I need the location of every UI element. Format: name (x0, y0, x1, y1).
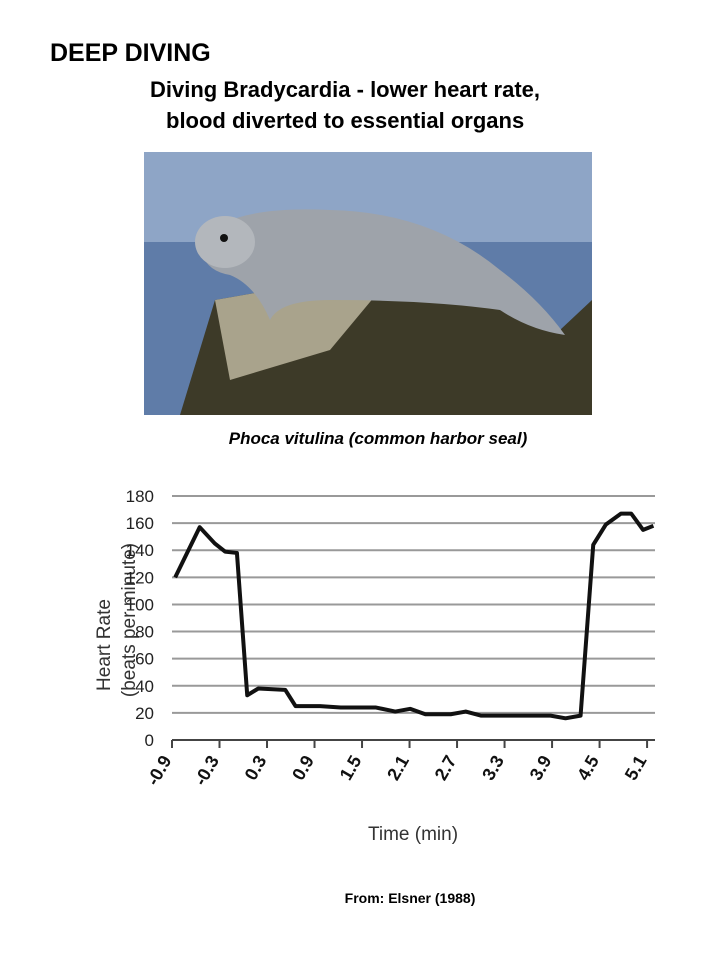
seal-photo (144, 152, 592, 415)
title: DEEP DIVING (50, 39, 211, 67)
y-tick-label: 180 (126, 487, 154, 506)
subtitle-line: blood diverted to essential organs (166, 108, 524, 133)
y-tick-label: 140 (126, 541, 154, 560)
y-axis-label: (beats per minute) (119, 543, 140, 697)
y-tick-label: 80 (135, 623, 154, 642)
x-tick-label: 0.9 (288, 752, 318, 784)
line-series (173, 511, 655, 721)
x-axis-label: Time (min) (368, 824, 458, 845)
y-tick-label: 20 (135, 704, 154, 723)
x-tick-label: -0.3 (190, 752, 223, 789)
x-tick-label: 4.5 (573, 752, 603, 784)
y-tick-label: 0 (145, 731, 154, 750)
x-tick-label: 2.7 (431, 752, 461, 784)
y-axis-label: Heart Rate (94, 599, 115, 691)
y-tick-label: 60 (135, 650, 154, 669)
y-tick-label: 40 (135, 677, 154, 696)
x-tick-label: 3.3 (478, 752, 508, 784)
x-tick-label: 1.5 (336, 752, 366, 784)
y-tick-label: 120 (126, 568, 154, 587)
x-tick-label: 3.9 (526, 752, 556, 784)
x-tick-label: 0.3 (241, 752, 271, 784)
x-tick-label: 2.1 (383, 752, 413, 784)
x-tick-label: 5.1 (621, 752, 651, 784)
subtitle-line: Diving Bradycardia - lower heart rate, (150, 77, 540, 102)
source: From: Elsner (1988) (345, 890, 476, 906)
photo-caption: Phoca vitulina (common harbor seal) (229, 429, 528, 448)
x-tick-label: -0.9 (143, 752, 176, 789)
y-tick-label: 100 (126, 595, 154, 614)
y-tick-label: 160 (126, 514, 154, 533)
